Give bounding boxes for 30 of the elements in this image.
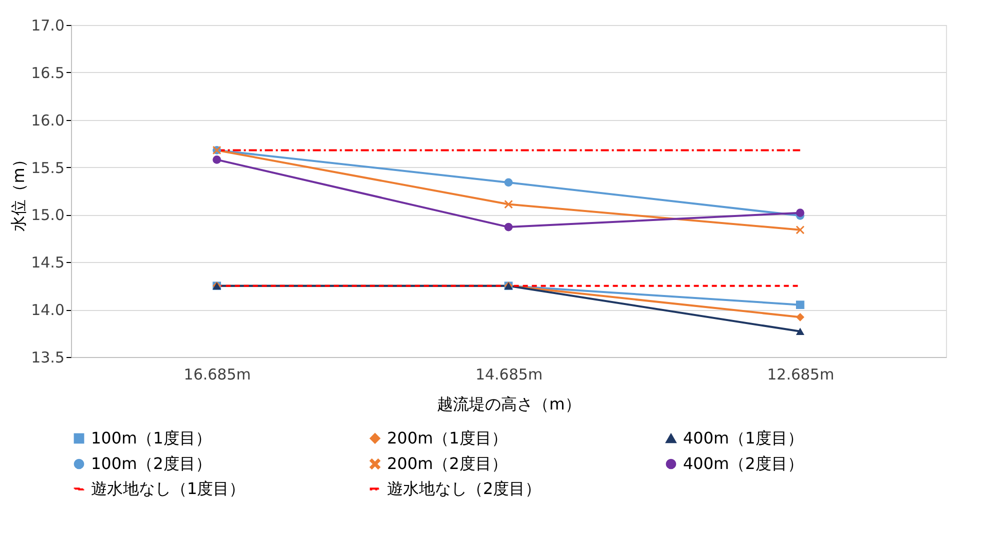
legend-label: 遊水地なし（2度目） bbox=[387, 479, 542, 498]
point bbox=[796, 226, 804, 234]
x-tick-label: 12.685m bbox=[767, 366, 834, 384]
point bbox=[796, 208, 804, 217]
y-axis-title: 水位（m） bbox=[9, 152, 28, 232]
point bbox=[796, 300, 804, 310]
point bbox=[504, 222, 513, 232]
legend-label: 400m（2度目） bbox=[683, 454, 804, 473]
point bbox=[796, 328, 804, 336]
x-tick-label: 14.685m bbox=[475, 366, 543, 384]
y-tick-label: 15.0 bbox=[31, 206, 64, 224]
y-tick-label: 14.0 bbox=[31, 301, 64, 320]
point bbox=[796, 312, 804, 322]
x-axis-title: 越流堤の高さ（m） bbox=[437, 394, 581, 414]
legend-label: 200m（1度目） bbox=[387, 428, 508, 448]
legend-label: 200m（2度目） bbox=[387, 454, 508, 473]
point bbox=[212, 156, 222, 164]
legend-label: 100m（1度目） bbox=[91, 428, 212, 448]
point bbox=[504, 178, 513, 187]
y-tick-label: 17.0 bbox=[31, 16, 64, 34]
y-tick-label: 14.5 bbox=[31, 254, 64, 272]
y-tick-label: 16.0 bbox=[31, 111, 64, 130]
point bbox=[504, 200, 513, 208]
legend-label: 遊水地なし（1度目） bbox=[91, 479, 246, 498]
legend-label: 400m（1度目） bbox=[683, 428, 804, 448]
x-tick-label: 16.685m bbox=[184, 366, 251, 384]
y-tick-label: 13.5 bbox=[31, 348, 64, 366]
legend-label: 100m（2度目） bbox=[91, 454, 212, 473]
y-tick-label: 15.5 bbox=[31, 158, 64, 177]
y-tick-label: 16.5 bbox=[31, 64, 64, 82]
